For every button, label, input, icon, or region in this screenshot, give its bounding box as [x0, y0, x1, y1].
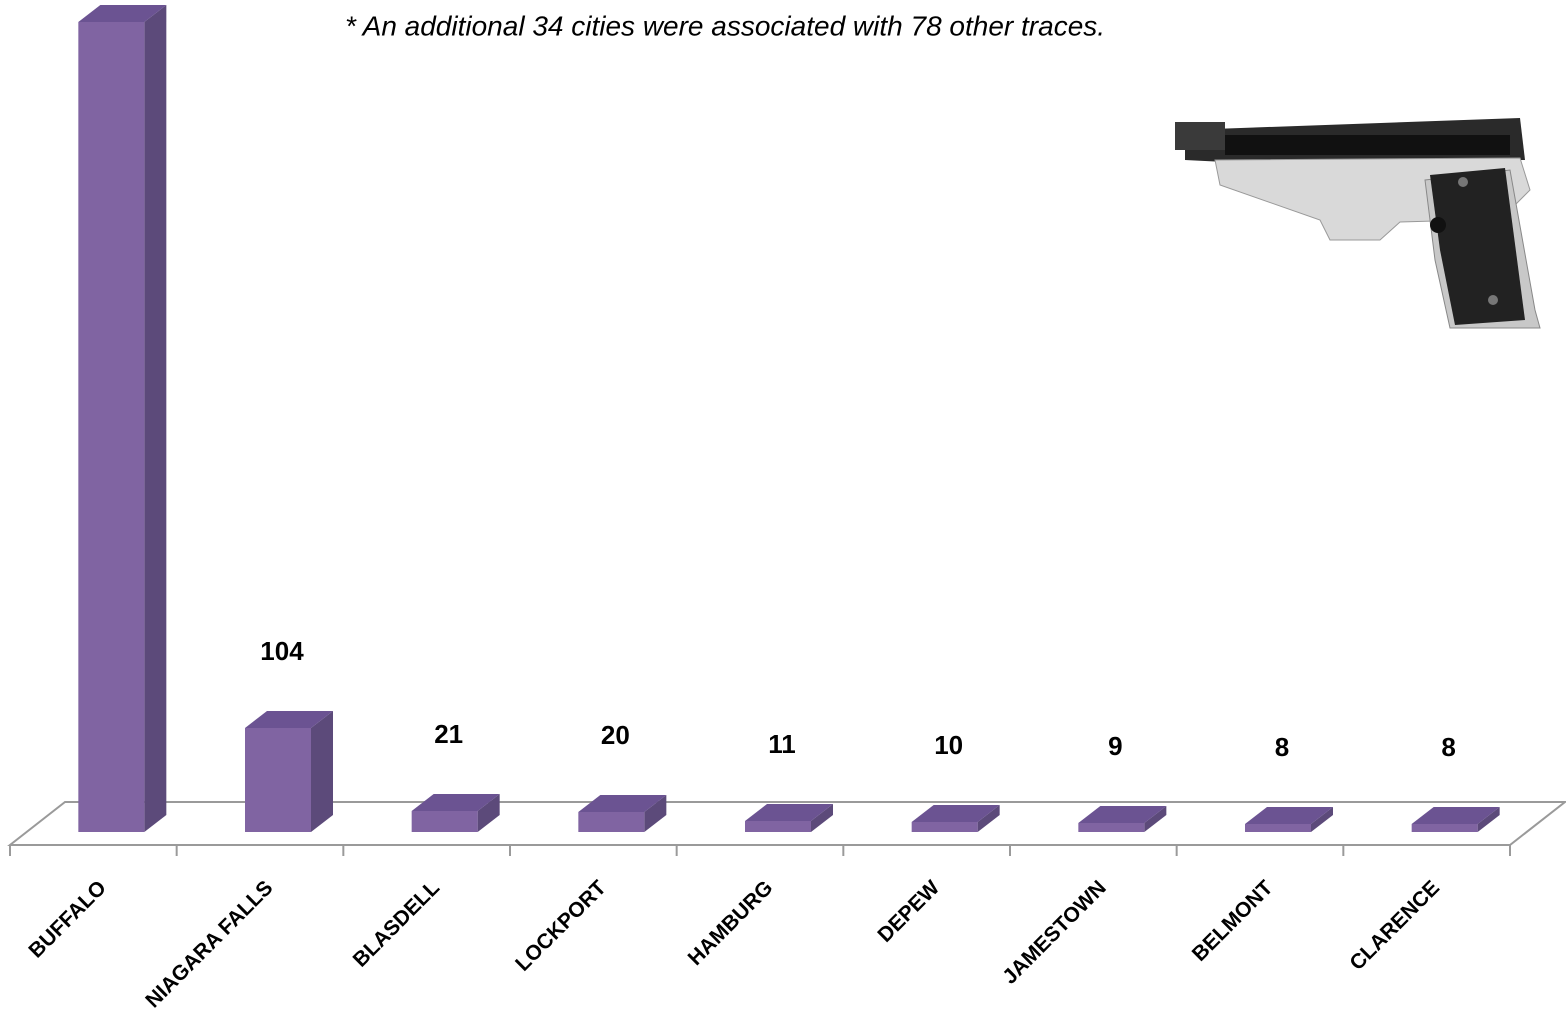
bar-top [745, 804, 833, 821]
value-label: 21 [434, 719, 463, 749]
bar-side [477, 794, 500, 832]
bar-side [311, 711, 333, 832]
bar-side [1144, 806, 1167, 832]
x-tick-label: DEPEW [873, 876, 944, 947]
x-tick-label: HAMBURG [684, 876, 778, 970]
pistol-illustration [1175, 118, 1541, 329]
bar [411, 811, 478, 832]
bar-side [977, 805, 1000, 832]
bar-side [644, 795, 667, 832]
annotation: * An additional 34 cities were associate… [345, 10, 1105, 41]
value-label: 8 [1275, 732, 1289, 762]
bar-side [811, 804, 833, 832]
x-tick-label: JAMESTOWN [998, 876, 1111, 989]
x-tick-label: BELMONT [1188, 876, 1278, 966]
bar-side [1311, 807, 1333, 832]
value-label: 8 [1441, 732, 1455, 762]
bar [1411, 824, 1478, 832]
bar-side [1477, 807, 1500, 832]
bar [911, 822, 978, 832]
x-tick-label: BLASDELL [349, 876, 445, 972]
value-label: 10 [934, 730, 963, 760]
bar-top [911, 805, 1000, 822]
bar [78, 22, 145, 832]
bar-top [1411, 807, 1500, 824]
bar [1078, 823, 1145, 832]
value-label: 11 [768, 729, 796, 759]
bar-top [245, 711, 333, 728]
bar [578, 812, 645, 832]
bar-top [578, 795, 667, 812]
value-label: 9 [1108, 731, 1122, 761]
x-tick-label: NIAGARA FALLS [141, 876, 277, 1012]
bar-top [1078, 806, 1167, 823]
value-label: 20 [601, 720, 630, 750]
bar-side [144, 5, 167, 832]
bar-top [411, 794, 500, 811]
value-label: 104 [260, 636, 304, 666]
bar-top [78, 5, 167, 22]
bar [245, 728, 311, 832]
bar [745, 821, 811, 832]
x-tick-label: CLARENCE [1345, 876, 1444, 975]
bar [1245, 824, 1311, 832]
x-tick-label: BUFFALO [24, 876, 110, 962]
x-tick-label: LOCKPORT [511, 876, 611, 976]
bar-top [1245, 807, 1333, 824]
